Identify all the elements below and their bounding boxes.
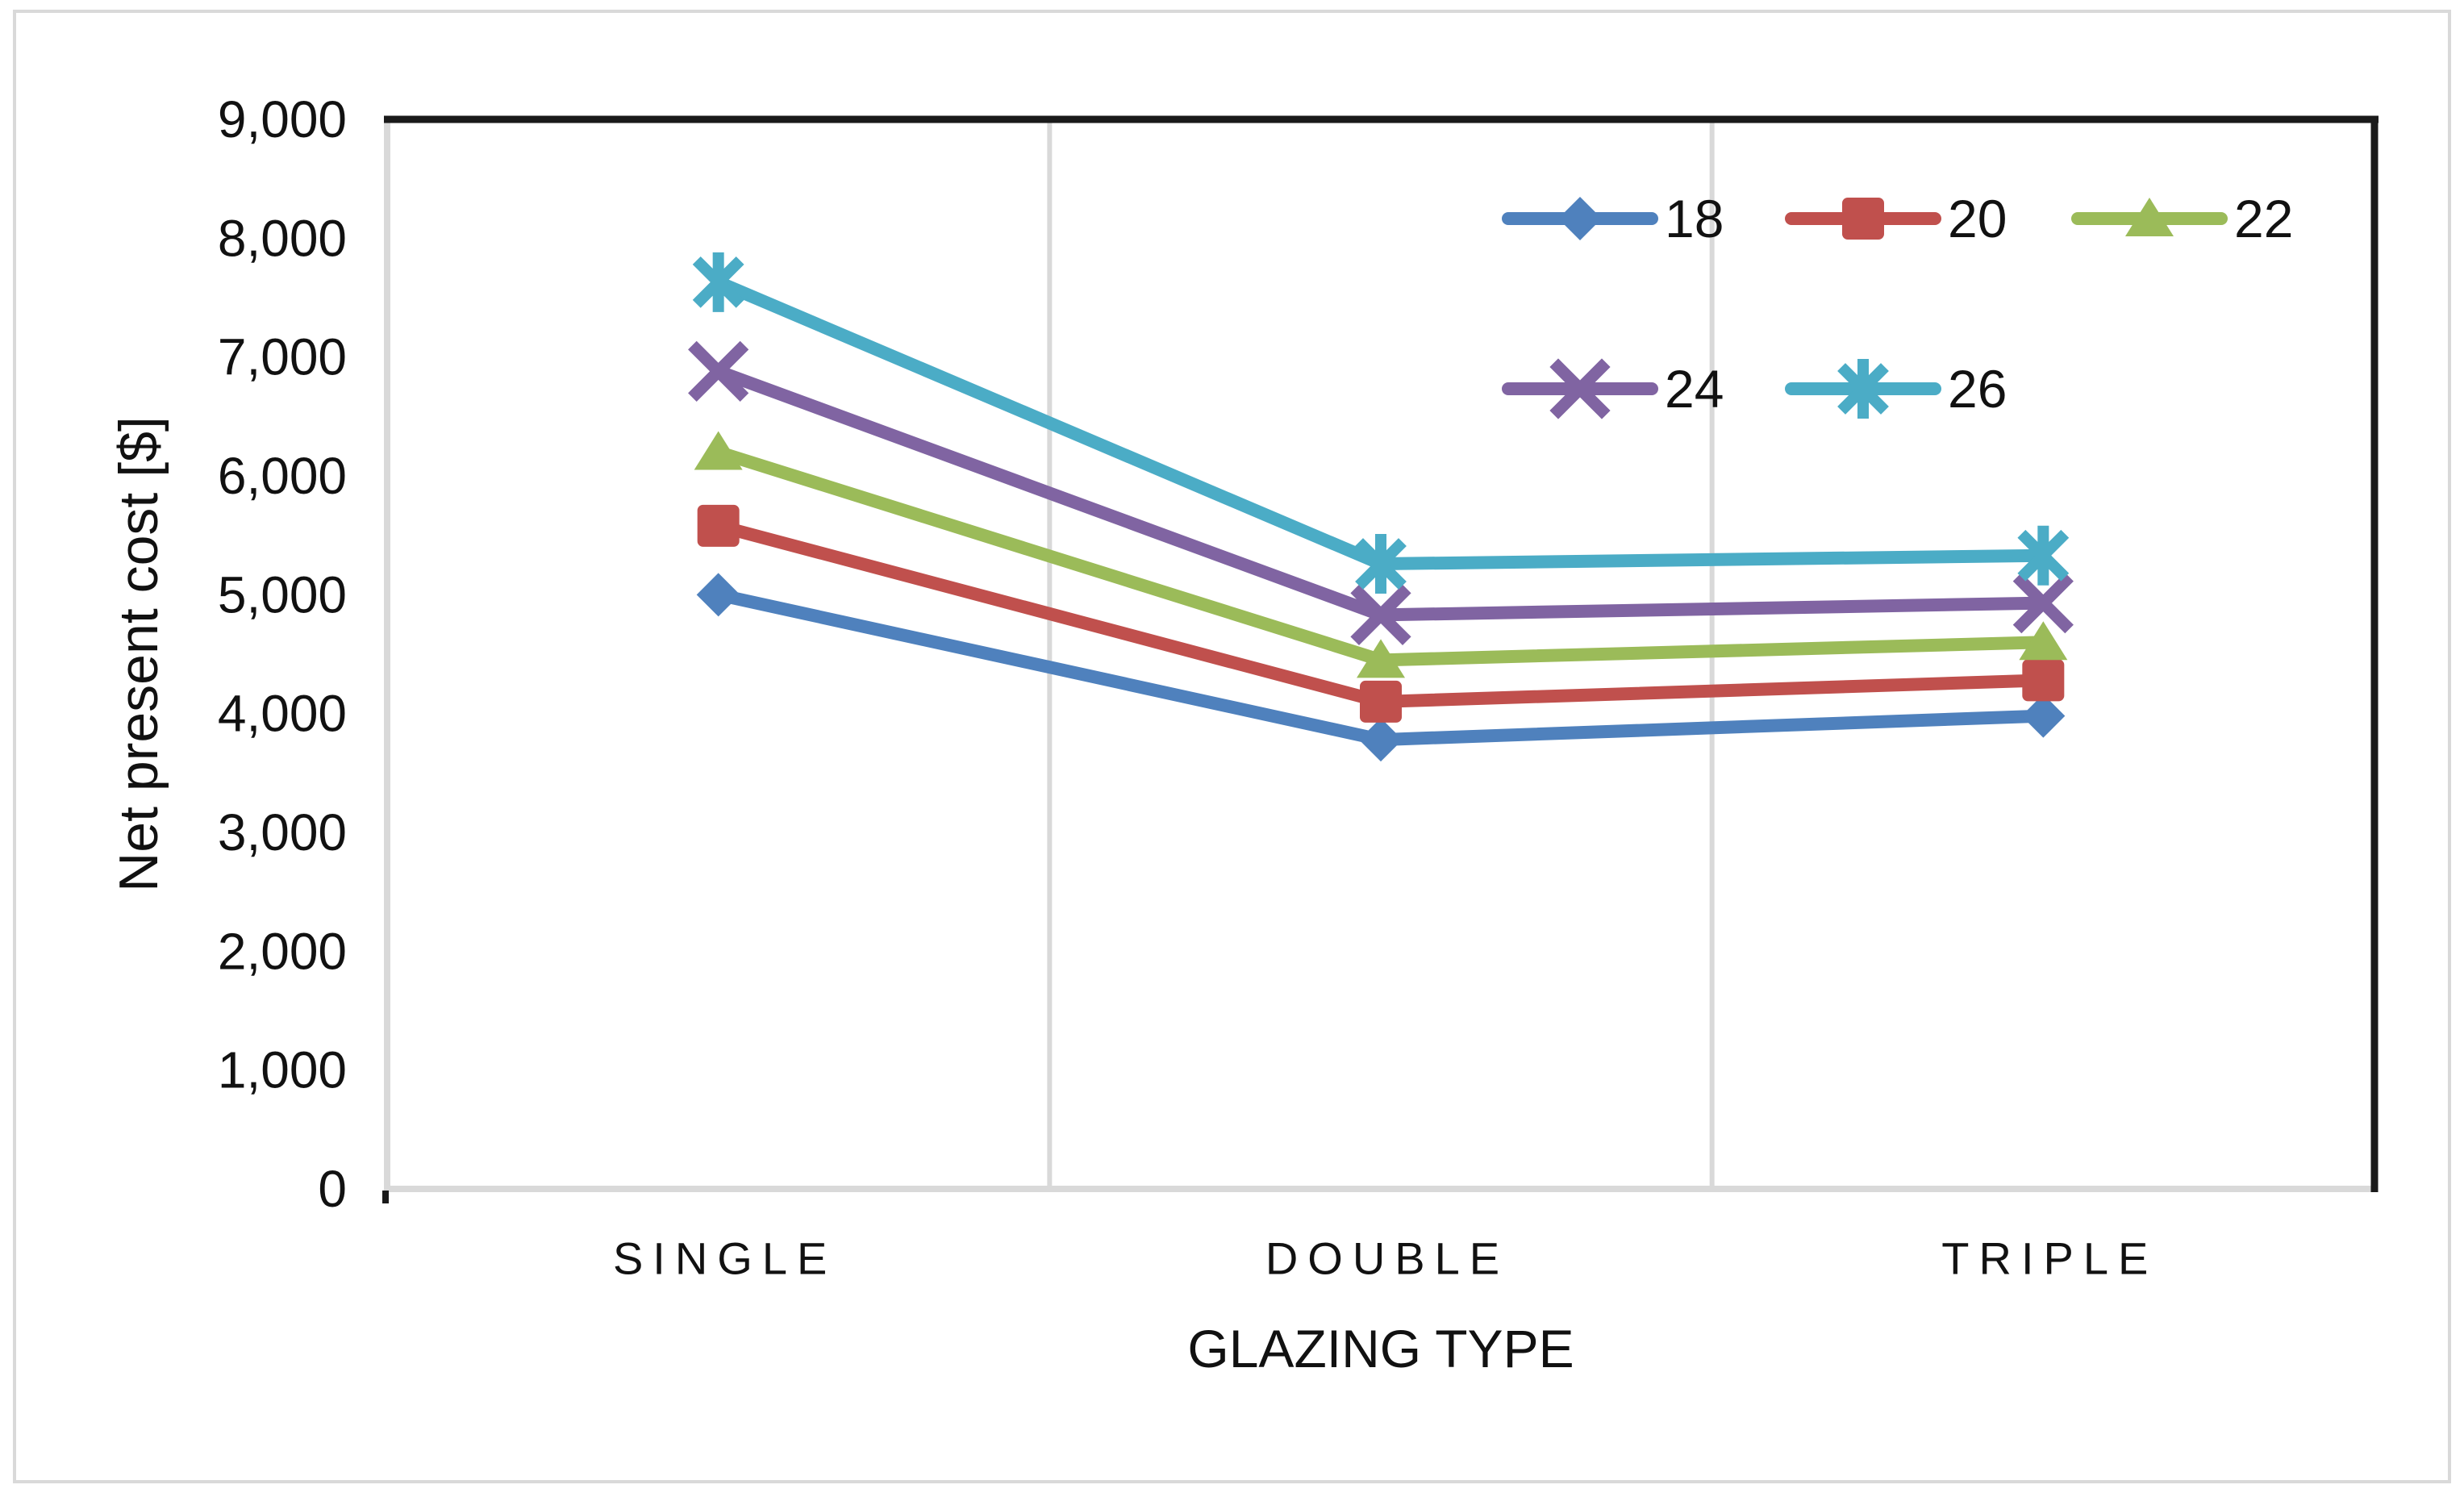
marker-26-triple — [2017, 525, 2070, 586]
y-tick-label: 7,000 — [218, 328, 347, 386]
legend-label: 26 — [1948, 359, 2007, 419]
y-tick-label: 8,000 — [218, 209, 347, 267]
y-tick-label: 9,000 — [218, 90, 347, 148]
y-tick-label: 1,000 — [218, 1041, 347, 1099]
y-tick-label: 5,000 — [218, 565, 347, 623]
y-tick-label: 6,000 — [218, 447, 347, 505]
marker-22-double — [1357, 639, 1405, 678]
legend-marker-24 — [1549, 358, 1611, 419]
marker-18-single — [696, 573, 740, 617]
marker-24-double — [1350, 584, 1411, 645]
x-axis-title: GLAZING TYPE — [1187, 1319, 1574, 1378]
marker-24-single — [688, 340, 749, 402]
y-axis-title: Net present cost [$] — [108, 416, 169, 892]
marker-24-triple — [2012, 573, 2074, 634]
y-tick-label: 3,000 — [218, 803, 347, 861]
marker-20-single — [697, 504, 740, 547]
x-tick-label-triple: TRIPLE — [1941, 1233, 2158, 1284]
x-tick-label-double: DOUBLE — [1265, 1233, 1509, 1284]
legend-label: 20 — [1948, 189, 2007, 248]
x-tick-label-single: SINGLE — [613, 1233, 836, 1284]
legend-marker-18 — [1558, 197, 1602, 240]
marker-22-single — [694, 431, 743, 470]
figure-border — [13, 10, 2451, 1483]
marker-26-double — [1355, 534, 1407, 594]
legend-label: 24 — [1665, 359, 1724, 419]
marker-18-double — [1359, 718, 1403, 762]
marker-20-double — [1360, 680, 1402, 723]
marker-18-triple — [2021, 694, 2066, 738]
legend-marker-22 — [2125, 198, 2174, 236]
marker-26-single — [692, 252, 744, 312]
series-line-26 — [715, 276, 2044, 571]
legend-label: 22 — [2234, 189, 2293, 248]
y-tick-label: 0 — [318, 1160, 347, 1218]
marker-20-triple — [2022, 659, 2065, 702]
legend-label: 18 — [1665, 189, 1724, 248]
y-tick-label: 4,000 — [218, 685, 347, 743]
legend-marker-26 — [1837, 359, 1889, 419]
y-tick-label: 2,000 — [218, 922, 347, 980]
legend-marker-20 — [1842, 198, 1884, 240]
marker-22-triple — [2019, 621, 2068, 661]
